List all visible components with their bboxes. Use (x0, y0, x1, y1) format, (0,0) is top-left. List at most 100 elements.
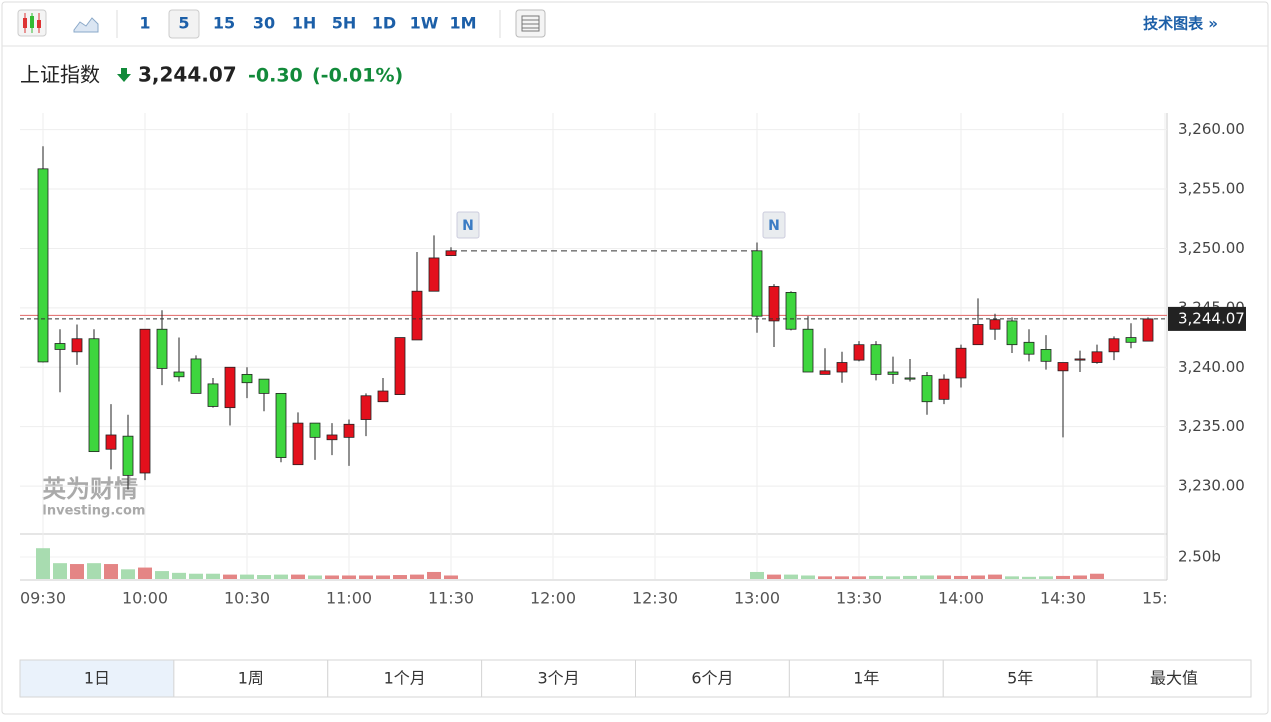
x-tick-label: 13:00 (734, 589, 780, 608)
x-labels: 09:30 10:00 10:30 11:00 11:30 12:00 12:30 13:00… (20, 589, 1188, 608)
volume-bar (308, 575, 322, 579)
interval-button[interactable]: 30 (253, 14, 275, 33)
candle-body (241, 373, 253, 384)
last-price-tag-label: 3,244.07 (1178, 309, 1245, 327)
x-tick-label: 10:30 (224, 589, 270, 608)
candle-body (207, 383, 219, 407)
volume-bar (257, 575, 271, 579)
volume-bar (36, 548, 50, 579)
candle-body (173, 371, 185, 378)
volume-bar (886, 576, 900, 579)
interval-button[interactable]: 1W (410, 14, 439, 33)
volume-bar (342, 575, 356, 579)
interval-button[interactable]: 1D (372, 14, 396, 33)
volume-bar (325, 575, 339, 579)
volume-bar (988, 574, 1002, 579)
news-marker[interactable]: N (768, 218, 780, 234)
candle-body (343, 423, 355, 438)
x-tick-label: 15:00 (1142, 589, 1188, 608)
interval-button[interactable]: 5 (178, 14, 189, 33)
y-tick-label: 3,235.00 (1178, 417, 1245, 435)
candle-body (326, 434, 338, 441)
last-price: 3,244.07 (138, 63, 237, 87)
range-tab-label[interactable]: 1日 (84, 669, 110, 688)
x-tick-label: 11:30 (428, 589, 474, 608)
interval-button[interactable]: 1M (449, 14, 476, 33)
range-tab-label[interactable]: 最大值 (1150, 669, 1198, 688)
last-price-tag (1168, 306, 1246, 331)
watermark: 英为财情 Investing.com (42, 475, 145, 519)
line-icon[interactable] (73, 17, 99, 33)
volume-bar (206, 573, 220, 579)
volume-bar (869, 575, 883, 579)
interval-button[interactable]: 15 (213, 14, 235, 33)
volume-bar (291, 574, 305, 579)
watermark-site: Investing.com (42, 504, 145, 519)
candle-body (428, 257, 440, 292)
volume-bar (155, 571, 169, 579)
range-tab[interactable] (788, 659, 944, 698)
range-tab-label[interactable]: 1周 (238, 669, 264, 688)
volume-bar (852, 576, 866, 579)
interval-button[interactable]: 1 (139, 14, 150, 33)
candle-body (309, 422, 321, 438)
volume-bar (920, 575, 934, 579)
range-tab[interactable] (481, 659, 636, 698)
candle-body (1057, 362, 1069, 372)
news-marker[interactable]: N (462, 218, 474, 234)
candle-body (1040, 349, 1052, 362)
range-tab-label[interactable]: 1年 (853, 669, 879, 688)
volume-bar (1056, 575, 1070, 579)
candle-icon[interactable] (17, 9, 47, 37)
volume-bar (70, 564, 84, 579)
volume-bar (1073, 575, 1087, 579)
news-marker-bg[interactable] (456, 211, 480, 239)
watermark-brand: 英为财情 (42, 475, 138, 503)
range-tab-label[interactable]: 1个月 (384, 669, 426, 688)
candle-body (785, 292, 797, 330)
interval-button[interactable]: 5H (332, 14, 357, 33)
advanced-chart-link[interactable]: 技术图表 » (1143, 15, 1218, 33)
table-icon[interactable] (515, 9, 546, 38)
y-tick-label: 3,230.00 (1178, 477, 1245, 495)
candle-body (853, 344, 865, 361)
candle-body (751, 250, 763, 317)
volume-bar (1022, 576, 1036, 579)
candle-body (938, 378, 950, 400)
candle-body (37, 168, 49, 363)
news-marker-bg[interactable] (762, 211, 786, 239)
volume-bar (427, 571, 441, 579)
volume-bar (971, 575, 985, 579)
price-change: -0.30 (248, 65, 303, 87)
interval-button[interactable]: 1H (292, 14, 317, 33)
range-tab[interactable] (1096, 659, 1252, 698)
volume-bar (240, 574, 254, 579)
candle-body (870, 344, 882, 375)
range-tab[interactable] (635, 659, 790, 698)
x-tick-label: 12:30 (632, 589, 678, 608)
volume-bar (223, 574, 237, 579)
range-tab-label[interactable]: 3个月 (537, 669, 579, 688)
volume-bar (138, 567, 152, 579)
x-tick-label: 10:00 (122, 589, 168, 608)
candle-body (1108, 338, 1120, 353)
volume-bar (954, 575, 968, 579)
range-tab-label[interactable]: 5年 (1007, 669, 1033, 688)
volume-bar (359, 575, 373, 579)
volume-bar (410, 574, 424, 579)
candle-body (904, 377, 916, 380)
volume-bar (767, 574, 781, 579)
price-change-pct: (-0.01%) (312, 65, 403, 87)
range-tab-label[interactable]: 6个月 (691, 669, 733, 688)
candle-body (887, 371, 899, 375)
candle-body (71, 338, 83, 353)
candle-body (224, 366, 236, 409)
range-tab[interactable] (19, 659, 175, 698)
volume-bar (189, 573, 203, 579)
candle-body (802, 328, 814, 373)
range-tab[interactable] (942, 659, 1098, 698)
volume-bar (1005, 576, 1019, 579)
candle-body (1091, 351, 1103, 363)
candle-body (921, 375, 933, 403)
